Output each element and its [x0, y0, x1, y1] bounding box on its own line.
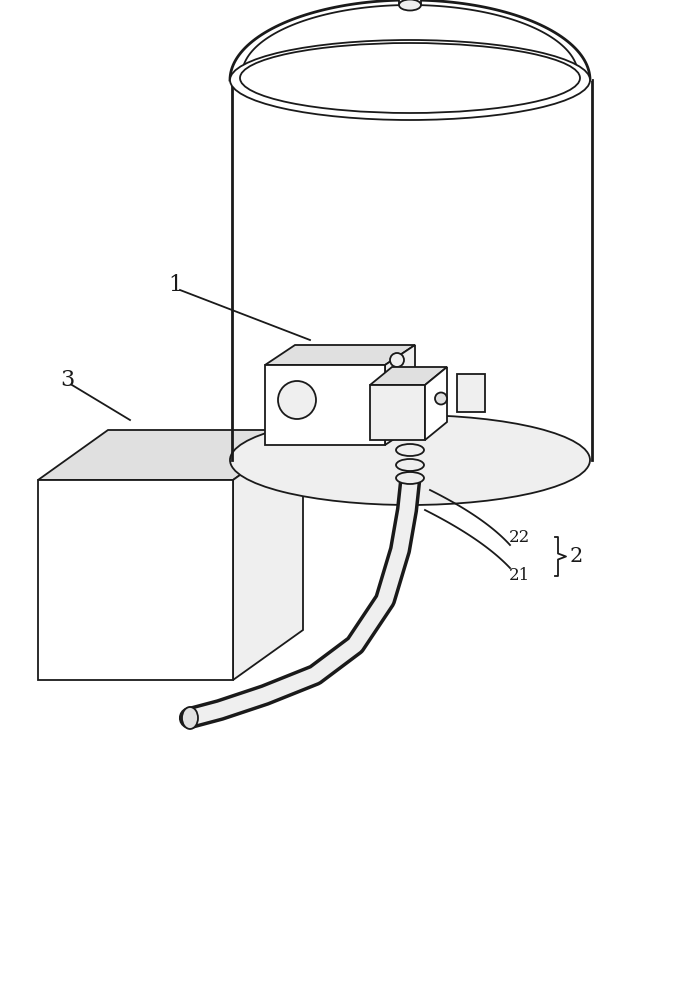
Polygon shape — [38, 480, 233, 680]
Ellipse shape — [396, 459, 424, 471]
Ellipse shape — [230, 415, 590, 505]
Polygon shape — [232, 80, 592, 460]
Ellipse shape — [399, 0, 421, 10]
Polygon shape — [230, 0, 592, 80]
Polygon shape — [370, 385, 425, 440]
Polygon shape — [457, 374, 485, 412]
Ellipse shape — [396, 472, 424, 484]
Polygon shape — [399, 0, 421, 5]
Ellipse shape — [435, 392, 447, 404]
Ellipse shape — [278, 381, 316, 419]
Polygon shape — [233, 430, 303, 680]
Polygon shape — [265, 345, 415, 365]
Polygon shape — [385, 345, 415, 445]
Polygon shape — [38, 430, 303, 480]
Ellipse shape — [230, 40, 590, 120]
Ellipse shape — [390, 353, 404, 367]
Polygon shape — [265, 365, 385, 445]
Text: 2: 2 — [570, 547, 583, 566]
Polygon shape — [425, 367, 447, 440]
Ellipse shape — [182, 707, 198, 729]
Text: 3: 3 — [60, 369, 74, 391]
Ellipse shape — [396, 444, 424, 456]
Polygon shape — [370, 367, 447, 385]
Text: 22: 22 — [509, 528, 530, 546]
Text: 1: 1 — [168, 274, 182, 296]
Text: 21: 21 — [509, 568, 530, 584]
